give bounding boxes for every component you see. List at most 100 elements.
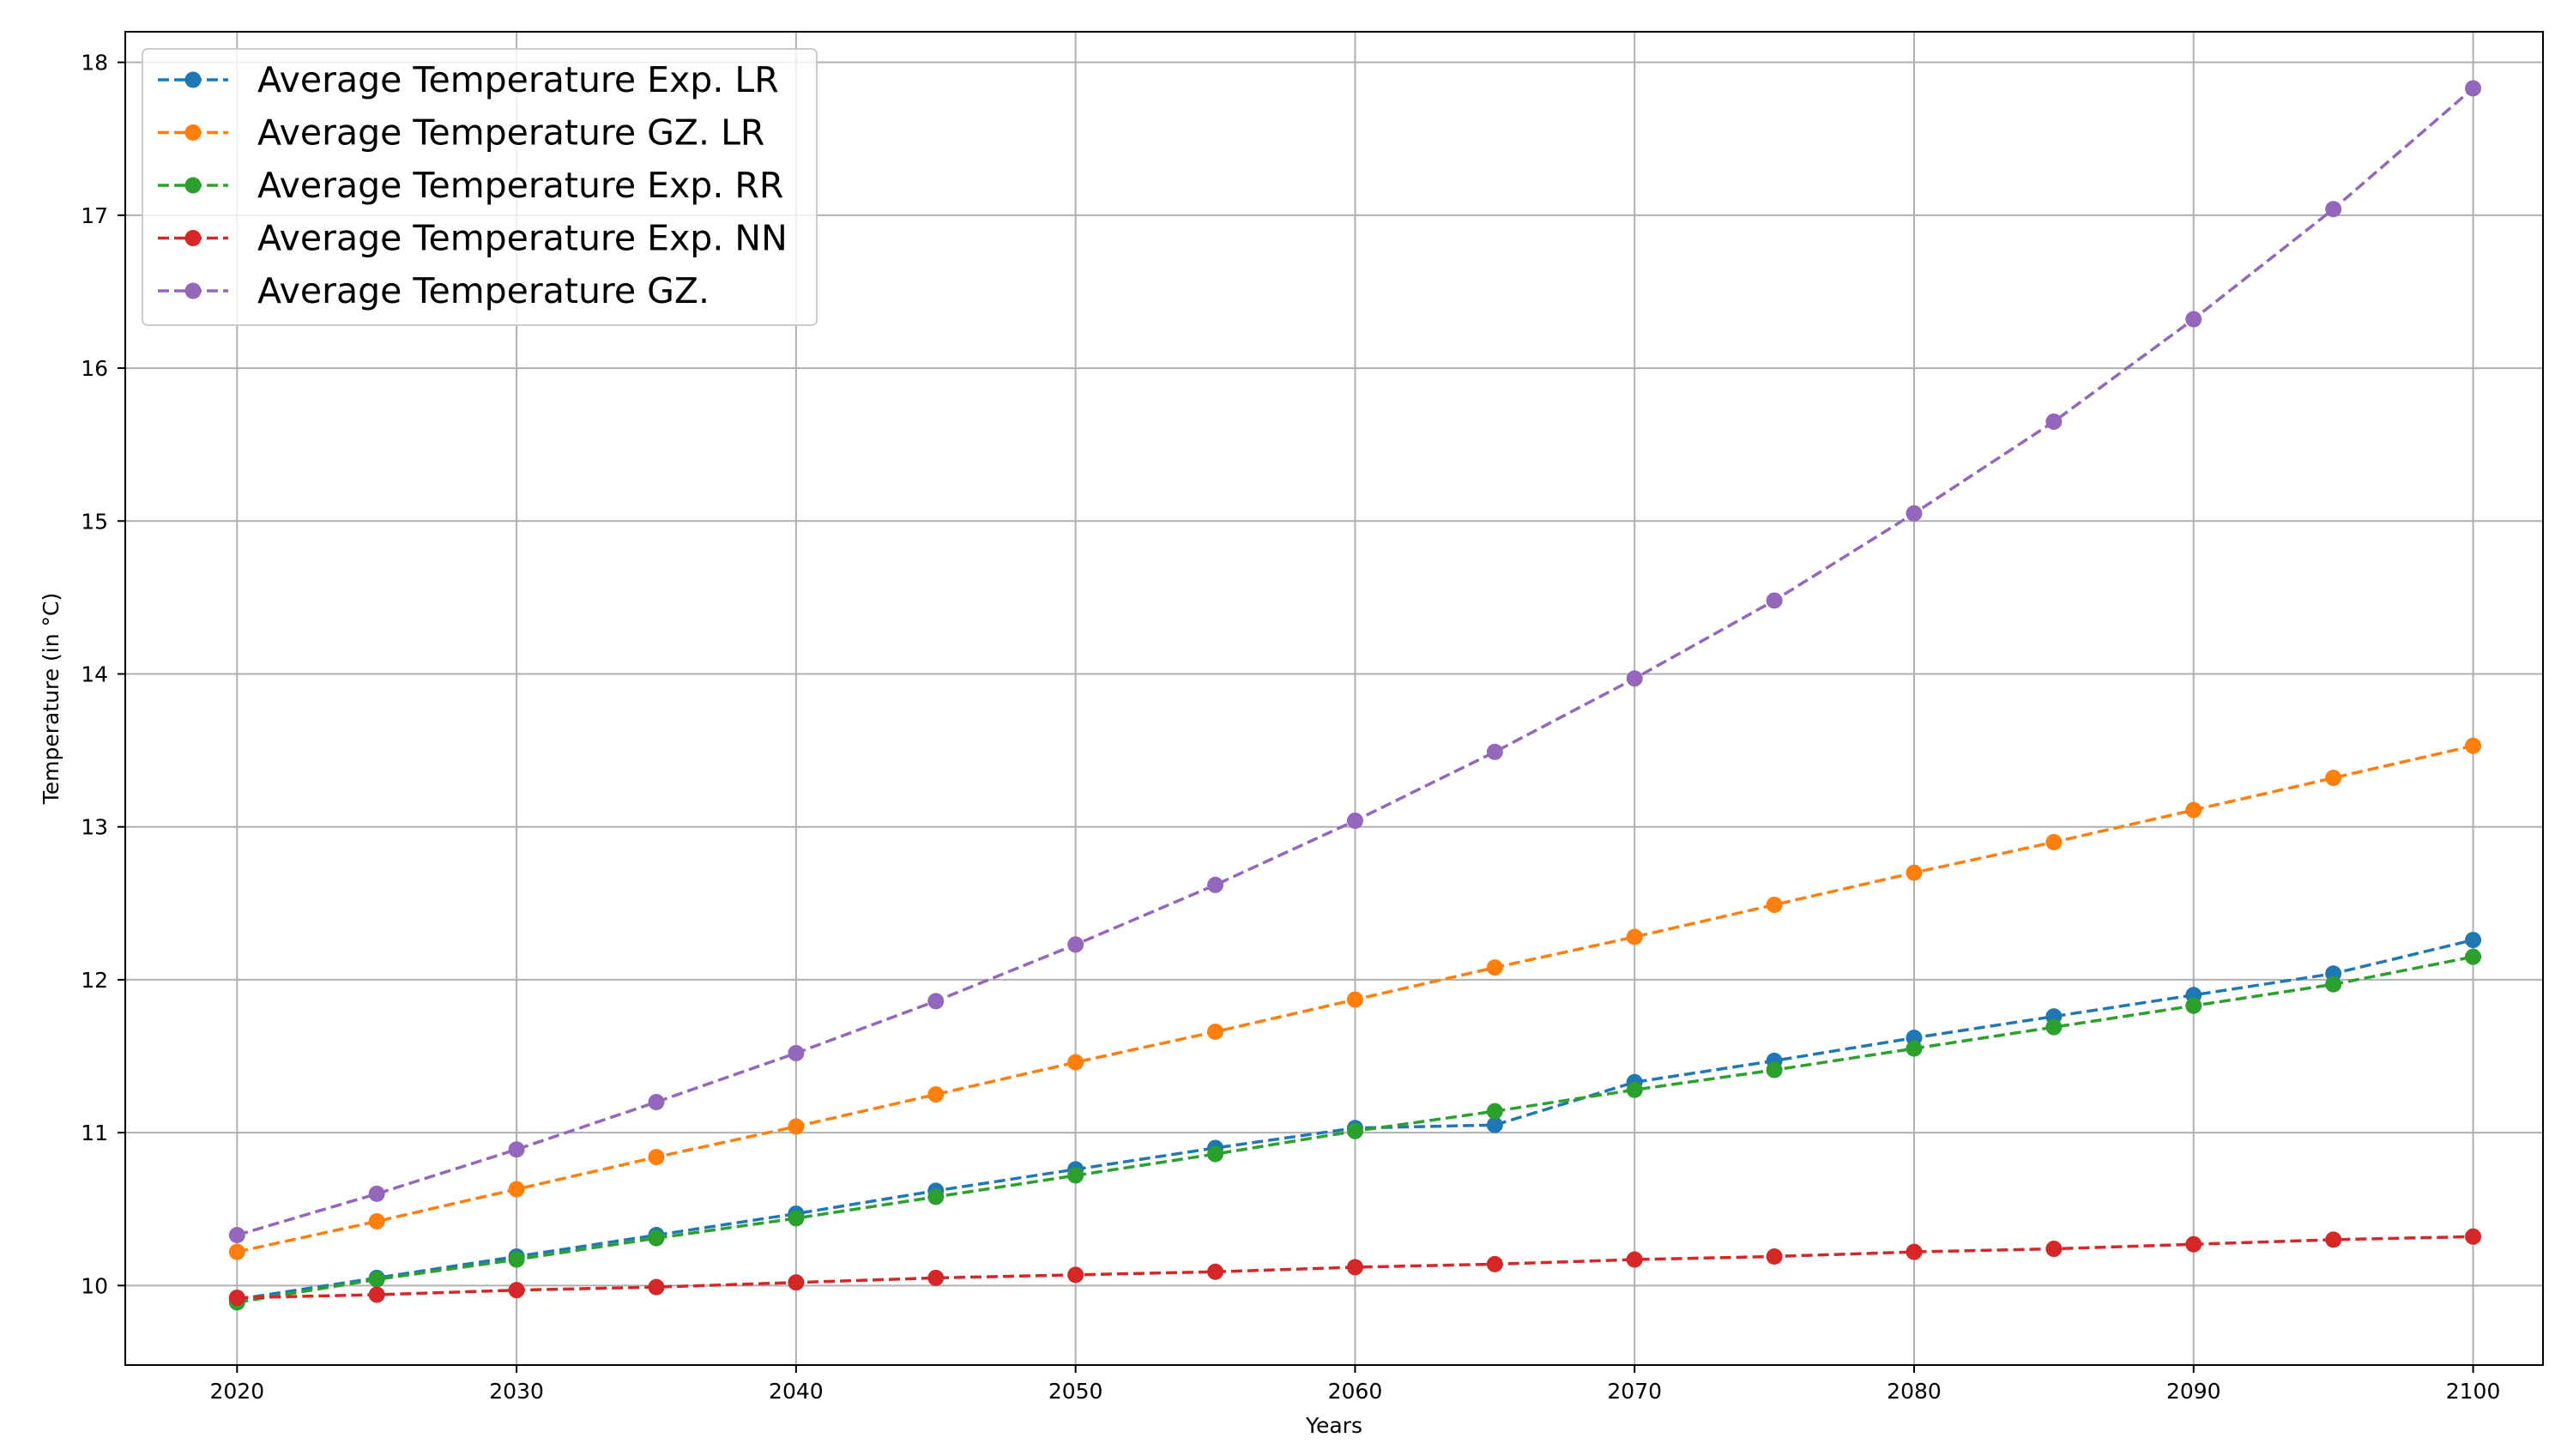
- y-tick-label: 14: [81, 662, 108, 686]
- data-point: [1626, 1251, 1643, 1268]
- x-tick-label: 2100: [2446, 1379, 2501, 1404]
- data-point: [788, 1274, 805, 1291]
- data-point: [368, 1286, 385, 1303]
- data-point: [1906, 864, 1923, 881]
- data-point: [508, 1282, 525, 1299]
- x-tick-label: 2040: [769, 1379, 824, 1404]
- data-point: [508, 1181, 525, 1198]
- data-point: [1207, 1145, 1224, 1163]
- x-tick-label: 2060: [1328, 1379, 1383, 1404]
- data-point: [1486, 1255, 1503, 1272]
- data-point: [1346, 813, 1363, 830]
- data-point: [927, 1188, 945, 1205]
- legend-item: Average Temperature GZ.: [158, 270, 710, 311]
- x-tick-label: 2090: [2166, 1379, 2221, 1404]
- legend-label: Average Temperature Exp. NN: [257, 218, 788, 259]
- legend-item: Average Temperature Exp. RR: [158, 165, 783, 206]
- data-point: [1067, 1054, 1084, 1071]
- series-3: [228, 948, 2482, 1311]
- data-point: [2045, 413, 2063, 430]
- data-point: [1346, 1122, 1363, 1139]
- data-point: [368, 1212, 385, 1229]
- series-2: [228, 737, 2482, 1260]
- data-point: [2325, 201, 2342, 218]
- x-axis: 2020 2030 2040 2050 2060 2070 2080 2090 2100: [209, 1365, 2500, 1404]
- legend-label: Average Temperature Exp. RR: [257, 165, 783, 206]
- data-point: [2185, 997, 2202, 1014]
- data-point: [1766, 592, 1783, 609]
- data-point: [368, 1185, 385, 1202]
- data-point: [927, 1086, 945, 1103]
- data-point: [648, 1229, 665, 1247]
- data-point: [508, 1251, 525, 1268]
- data-point: [2465, 737, 2482, 754]
- data-point: [1207, 1263, 1224, 1280]
- y-axis: 10 11 12 13 14 15 16 17 18: [81, 51, 125, 1298]
- data-point: [228, 1243, 245, 1260]
- data-point: [1346, 1259, 1363, 1276]
- legend-marker: [184, 71, 202, 88]
- data-point: [2465, 80, 2482, 97]
- data-point: [2185, 801, 2202, 819]
- legend-marker: [184, 124, 202, 141]
- data-point: [1486, 1103, 1503, 1120]
- data-point: [1067, 936, 1084, 953]
- data-point: [788, 1210, 805, 1227]
- data-point: [2465, 948, 2482, 965]
- x-tick-label: 2030: [489, 1379, 544, 1404]
- data-point: [2045, 834, 2063, 851]
- x-tick-label: 2070: [1607, 1379, 1662, 1404]
- data-point: [648, 1278, 665, 1296]
- data-point: [1906, 1243, 1923, 1260]
- data-point: [927, 993, 945, 1010]
- y-tick-label: 15: [81, 509, 108, 534]
- data-point: [1766, 897, 1783, 914]
- x-tick-label: 2050: [1048, 1379, 1103, 1404]
- data-point: [1067, 1266, 1084, 1284]
- data-point: [508, 1141, 525, 1158]
- x-axis-label: Years: [1305, 1413, 1362, 1438]
- data-point: [2325, 1231, 2342, 1248]
- data-point: [228, 1227, 245, 1244]
- data-point: [1766, 1248, 1783, 1265]
- legend-item: Average Temperature Exp. LR: [158, 59, 779, 100]
- legend-label: Average Temperature GZ.: [257, 270, 710, 311]
- data-point: [1626, 928, 1643, 945]
- data-point: [1486, 1116, 1503, 1133]
- legend: Average Temperature Exp. LR Average Tempe…: [142, 48, 818, 326]
- legend-label: Average Temperature GZ. LR: [257, 112, 764, 154]
- data-point: [1906, 1040, 1923, 1057]
- data-point: [2185, 311, 2202, 328]
- data-point: [788, 1118, 805, 1135]
- data-point: [648, 1149, 665, 1166]
- data-point: [1626, 670, 1643, 687]
- data-point: [927, 1269, 945, 1286]
- legend-marker: [184, 282, 202, 299]
- data-point: [1346, 991, 1363, 1008]
- series-group: [228, 80, 2482, 1311]
- data-point: [368, 1271, 385, 1288]
- legend-item: Average Temperature Exp. NN: [158, 218, 788, 259]
- data-point: [788, 1044, 805, 1061]
- series-4: [228, 1228, 2482, 1307]
- data-point: [2045, 1018, 2063, 1036]
- data-point: [2045, 1241, 2063, 1258]
- legend-label: Average Temperature Exp. LR: [257, 59, 779, 100]
- y-tick-label: 17: [81, 203, 108, 228]
- y-tick-label: 10: [81, 1273, 108, 1298]
- y-tick-label: 16: [81, 356, 108, 381]
- x-tick-label: 2080: [1887, 1379, 1942, 1404]
- x-tick-label: 2020: [209, 1379, 264, 1404]
- data-point: [1486, 959, 1503, 976]
- legend-item: Average Temperature GZ. LR: [158, 112, 764, 154]
- data-point: [1626, 1081, 1643, 1098]
- plot-frame: [124, 31, 2544, 1366]
- y-axis-label: Temperature (in °C): [39, 593, 63, 806]
- data-point: [2465, 1228, 2482, 1245]
- data-point: [1207, 1024, 1224, 1040]
- y-tick-label: 13: [81, 815, 108, 840]
- legend-marker: [184, 230, 202, 246]
- y-tick-label: 18: [81, 51, 108, 76]
